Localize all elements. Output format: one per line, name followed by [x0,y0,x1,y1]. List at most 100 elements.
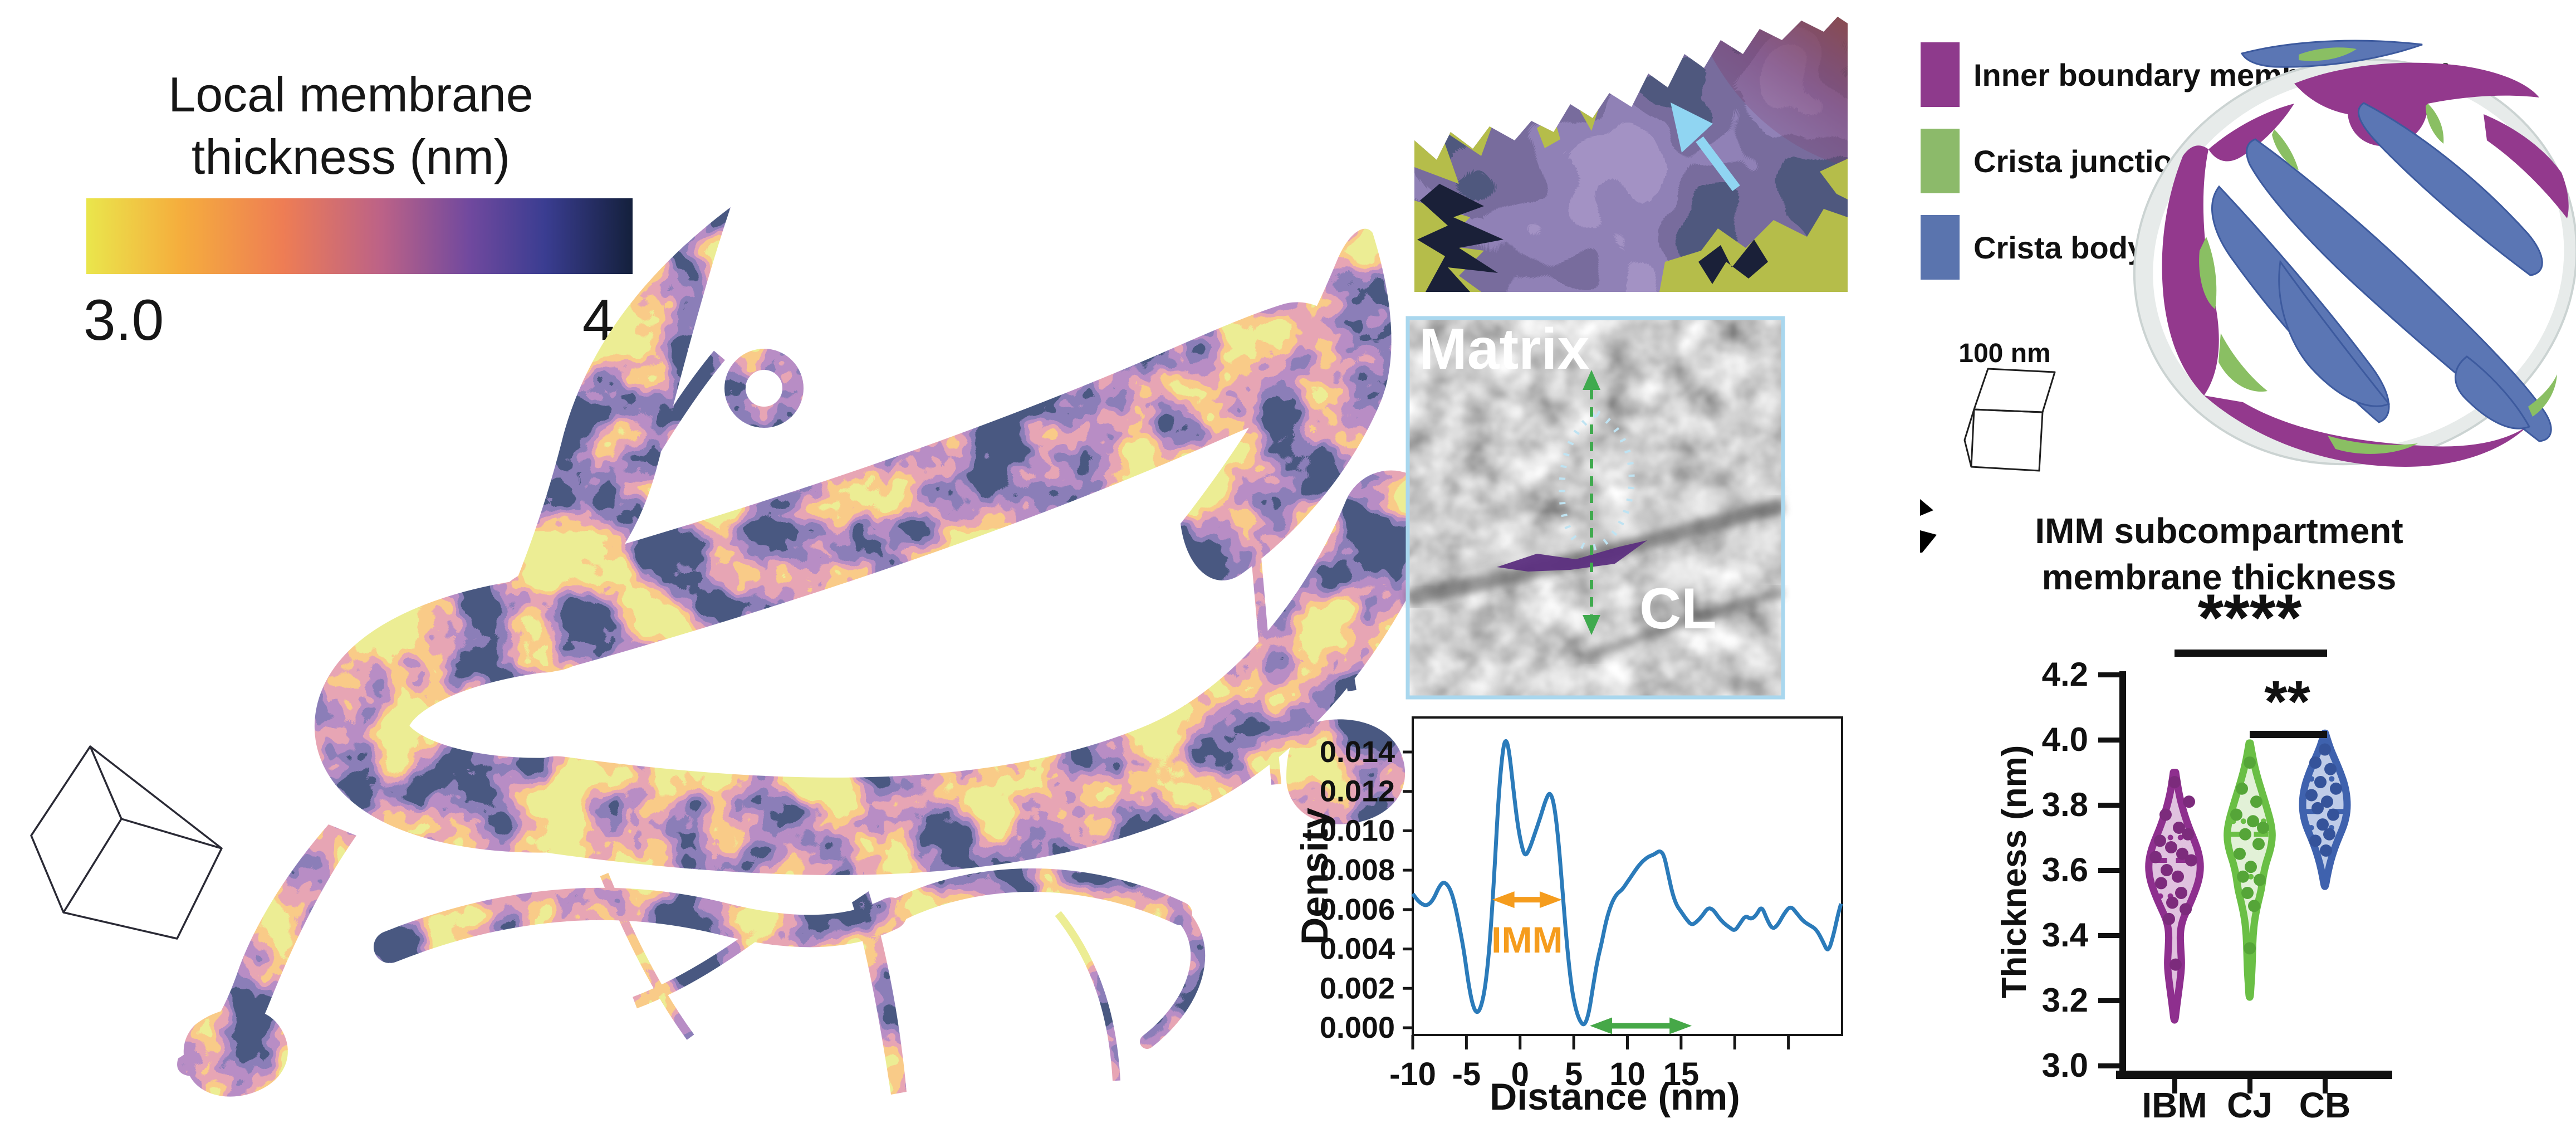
violin-title-line1: IMM subcompartment [2035,511,2403,551]
colorbar-title-line2: thickness (nm) [192,129,510,184]
data-dot [2239,828,2251,841]
membrane-thickness-surface [177,207,1440,1097]
violin-y-tick [2098,1063,2119,1068]
plot-frame [1412,716,1843,1036]
data-dot [2324,763,2337,775]
data-dot [2155,877,2167,890]
matrix-span-arrow [1590,1017,1692,1034]
colorbar-title-line1: Local membrane [168,67,533,122]
x-tick-label: 15 [1663,1056,1700,1092]
data-dot [2234,847,2246,860]
density-trace [1411,739,1843,1027]
arrow-head-right [1669,1017,1692,1034]
data-dot [2166,896,2178,909]
data-dot [2230,808,2242,821]
data-dot [2161,864,2173,876]
density-xlabel: Distance (nm) [1490,1076,1740,1118]
density-chart: 0.000 0.002 0.004 0.006 0.008 0.010 0.012 0.014… [1320,716,1843,1092]
violin-y-tick-label: 3.2 [2042,982,2088,1019]
data-dot [2185,854,2197,867]
data-dot [2175,886,2187,899]
data-dot [2168,776,2181,789]
violin-x-tick [2172,1079,2177,1093]
data-dot [2321,795,2333,808]
data-dot [2163,912,2175,925]
legend-swatch-cj [1921,129,1960,193]
y-tick-label: 0.014 [1320,735,1395,769]
violin-x-tick [2323,1079,2328,1093]
significance-label: **** [2198,580,2302,655]
violin-y-tick [2098,933,2119,938]
significance-bar [2175,650,2327,657]
y-tick-label: 0.004 [1320,932,1395,966]
violin-x-axis [2116,1071,2392,1079]
data-dot [2248,900,2260,912]
violin-category-label: IBM [2142,1085,2207,1123]
x-tick-label: 10 [1609,1056,1645,1092]
data-dot [2245,861,2257,873]
x-tick-label: 5 [1565,1056,1583,1092]
violin-title-line2: membrane thickness [2042,557,2397,597]
data-dot [2323,828,2335,841]
violin-CJ [2224,739,2276,1001]
mitochondrion-render [2133,40,2576,467]
data-dot [2319,743,2331,756]
data-dot [2244,756,2256,769]
y-tick-label: 0.002 [1320,971,1395,1005]
data-dot [2320,844,2332,857]
data-dot [2165,841,2177,854]
violin-y-tick [2098,868,2119,873]
membrane-sliver [1497,540,1647,572]
violin-CB [2299,729,2351,890]
legend-swatch-cb [1921,215,1960,280]
data-dot [2172,870,2184,883]
data-dot [2244,942,2256,955]
data-dot [2254,873,2266,886]
y-tick-label: 0.000 [1320,1011,1395,1044]
violin-y-tick-label: 3.6 [2042,851,2088,888]
scale-cube-right: 100 nm [1958,339,2056,472]
profile-line [1583,370,1600,635]
significance-bar [2250,731,2327,738]
arrow-label: IMM [1491,919,1563,960]
violin-y-tick-label: 3.0 [2042,1047,2088,1084]
significance-IBM-CB: **** [2175,580,2327,657]
density-ylabel: Density [1294,808,1336,945]
colorbar-min-label: 3.0 [84,288,164,353]
em-slice-panel: Matrix CL [1405,316,1786,700]
data-dot [2327,808,2339,821]
data-dot [2250,795,2262,808]
violin-y-axis [2119,671,2126,1074]
data-dot [2309,756,2322,769]
data-dot [2183,795,2195,808]
violin-y-tick-label: 3.8 [2042,786,2088,823]
data-dot [2241,886,2254,899]
scale-cube-left [30,745,223,940]
y-tick-label: 0.008 [1320,853,1395,887]
violin-y-tick [2098,672,2119,677]
violin-y-tick [2098,803,2119,808]
arrow-head-left [1492,891,1515,909]
violin-x-tick [2247,1079,2252,1093]
significance-CJ-CB: ** [2250,669,2327,738]
data-dot [2237,870,2249,883]
data-dot [2169,958,2182,971]
y-tick-label: 0.012 [1320,775,1395,808]
violin-y-tick [2098,738,2119,743]
data-dot [2257,821,2269,834]
data-dot [2173,821,2185,834]
violin-category-label: CB [2299,1085,2350,1123]
data-dot [2247,815,2259,828]
data-dot [2309,834,2322,847]
mesh-zoom-panel [1414,17,1848,292]
cropped-panel-letter-fragment [1920,499,1937,553]
data-dot [2236,782,2248,795]
arrow-head-left [1590,1017,1613,1034]
mesh-arrow-icon [1671,102,1740,192]
significance-label: ** [2264,669,2310,735]
cl-label: CL [1639,577,1717,641]
data-dot [2311,802,2324,814]
data-dot [2252,838,2265,851]
data-dot [2305,789,2318,802]
